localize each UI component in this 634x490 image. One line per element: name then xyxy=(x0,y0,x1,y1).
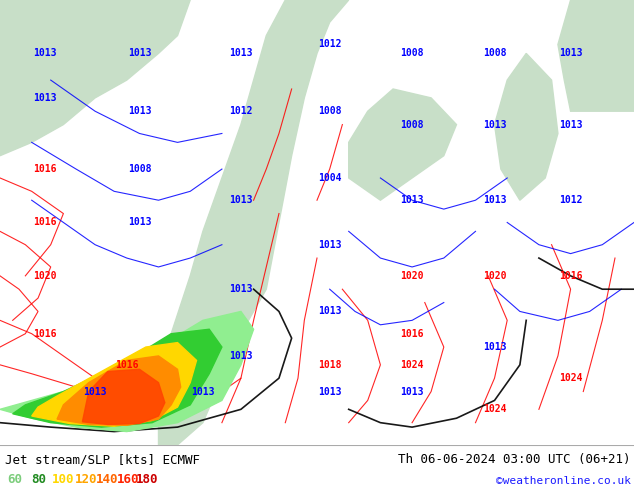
Text: 1013: 1013 xyxy=(482,342,507,352)
Text: 1020: 1020 xyxy=(482,271,507,281)
Text: 1016: 1016 xyxy=(32,218,56,227)
Text: 1020: 1020 xyxy=(400,271,424,281)
Text: 1018: 1018 xyxy=(318,360,342,370)
Text: 1013: 1013 xyxy=(559,120,583,129)
Polygon shape xyxy=(349,89,456,200)
Polygon shape xyxy=(32,343,197,426)
Text: 60: 60 xyxy=(8,473,23,487)
Text: 1013: 1013 xyxy=(127,49,152,58)
Text: Jet stream/SLP [kts] ECMWF: Jet stream/SLP [kts] ECMWF xyxy=(5,453,200,466)
Text: 1013: 1013 xyxy=(229,284,253,294)
Text: Th 06-06-2024 03:00 UTC (06+21): Th 06-06-2024 03:00 UTC (06+21) xyxy=(398,453,631,466)
Polygon shape xyxy=(13,329,222,427)
Text: 1016: 1016 xyxy=(32,329,56,339)
Text: 1013: 1013 xyxy=(482,195,507,205)
Text: 1024: 1024 xyxy=(482,404,507,415)
Text: 100: 100 xyxy=(52,473,74,487)
Text: 120: 120 xyxy=(75,473,97,487)
Text: 1016: 1016 xyxy=(115,360,139,370)
Text: 1008: 1008 xyxy=(482,49,507,58)
Text: 1013: 1013 xyxy=(32,49,56,58)
Text: 1013: 1013 xyxy=(318,240,342,250)
Text: 1013: 1013 xyxy=(229,351,253,361)
Text: 1013: 1013 xyxy=(229,195,253,205)
Text: 1008: 1008 xyxy=(127,164,152,174)
Text: 1013: 1013 xyxy=(400,195,424,205)
Text: 1013: 1013 xyxy=(83,387,107,396)
Polygon shape xyxy=(0,0,190,156)
Polygon shape xyxy=(558,0,634,111)
Text: ©weatheronline.co.uk: ©weatheronline.co.uk xyxy=(496,476,631,487)
Text: 1016: 1016 xyxy=(559,271,583,281)
Text: 1012: 1012 xyxy=(318,40,342,49)
Polygon shape xyxy=(57,356,181,425)
Text: 1013: 1013 xyxy=(400,387,424,396)
Text: 1016: 1016 xyxy=(32,164,56,174)
Polygon shape xyxy=(0,312,254,432)
Text: 1013: 1013 xyxy=(318,387,342,396)
Text: 1013: 1013 xyxy=(191,387,215,396)
Text: 1013: 1013 xyxy=(229,49,253,58)
Text: 1004: 1004 xyxy=(318,173,342,183)
Text: 80: 80 xyxy=(32,473,47,487)
Text: 1013: 1013 xyxy=(127,106,152,116)
Text: 1013: 1013 xyxy=(127,218,152,227)
Polygon shape xyxy=(82,369,165,424)
Text: 1008: 1008 xyxy=(400,49,424,58)
Text: 1016: 1016 xyxy=(400,329,424,339)
Text: 1012: 1012 xyxy=(229,106,253,116)
Text: 1013: 1013 xyxy=(32,93,56,103)
Text: 1012: 1012 xyxy=(559,195,583,205)
Text: 180: 180 xyxy=(136,473,158,487)
Text: 1013: 1013 xyxy=(482,120,507,129)
Text: 140: 140 xyxy=(96,473,119,487)
Text: 1024: 1024 xyxy=(559,373,583,383)
Text: 1008: 1008 xyxy=(400,120,424,129)
Text: 1013: 1013 xyxy=(318,306,342,317)
Polygon shape xyxy=(158,0,349,445)
Text: 1024: 1024 xyxy=(400,360,424,370)
Text: 160: 160 xyxy=(117,473,139,487)
Text: 1013: 1013 xyxy=(559,49,583,58)
Polygon shape xyxy=(495,53,558,200)
Text: 1008: 1008 xyxy=(318,106,342,116)
Text: 1020: 1020 xyxy=(32,271,56,281)
